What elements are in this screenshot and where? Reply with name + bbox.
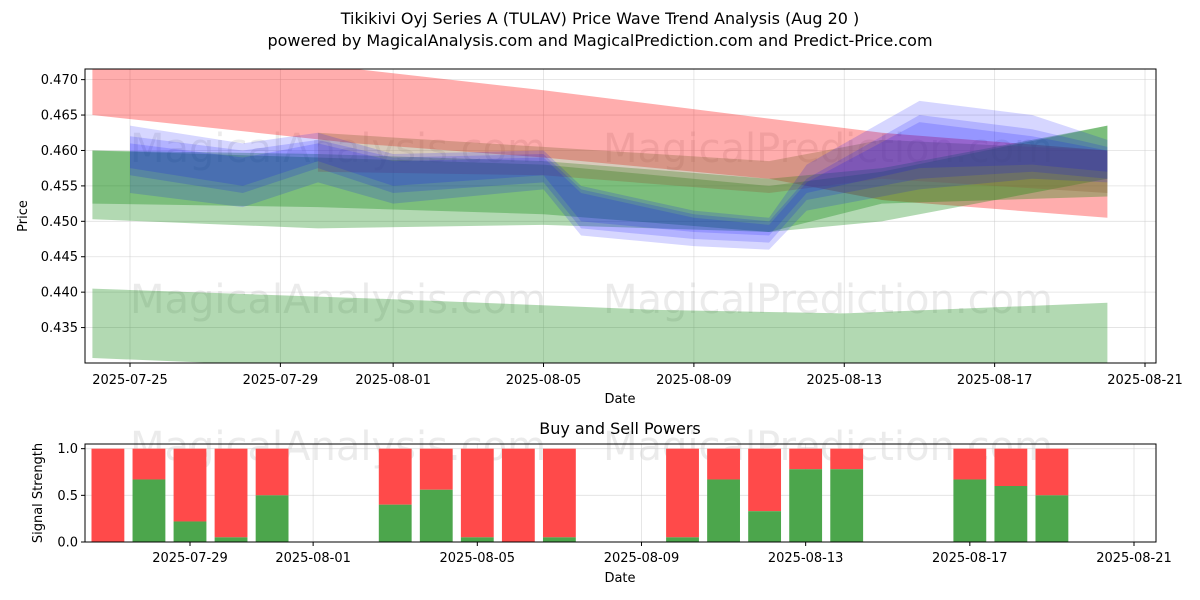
x-tick-label: 2025-07-29 — [243, 373, 319, 388]
sell-power-bar — [707, 448, 740, 480]
sell-power-bar — [748, 448, 782, 512]
signal-axes-frame — [84, 443, 1157, 543]
x-tick-label: 2025-07-25 — [92, 373, 168, 388]
y-tick-label: 0.460 — [41, 144, 78, 159]
y-tick-label: 1.0 — [57, 442, 78, 457]
signal-chart-title: Buy and Sell Powers — [539, 419, 701, 438]
buy-power-bar — [953, 479, 987, 542]
watermarks: MagicalAnalysis.com MagicalPrediction.com… — [130, 126, 1053, 470]
y-axis-label: Price — [16, 200, 31, 232]
x-tick-label: 2025-08-05 — [440, 551, 516, 566]
sell-power-bar — [378, 448, 412, 505]
y-axis-label: Signal Strength — [31, 443, 46, 543]
buy-power-bar — [830, 469, 864, 542]
y-tick-label: 0.5 — [57, 489, 78, 504]
x-tick-label: 2025-08-17 — [932, 551, 1008, 566]
blue-price-band — [130, 100, 1108, 250]
y-tick-label: 0.440 — [41, 286, 78, 301]
x-tick-label: 2025-08-21 — [1096, 551, 1172, 566]
y-tick-label: 0.465 — [41, 109, 78, 124]
chart-subtitle: powered by MagicalAnalysis.com and Magic… — [267, 31, 933, 50]
sell-power-bar — [419, 448, 453, 490]
y-tick-label: 0.0 — [57, 536, 78, 551]
watermark-text: MagicalPrediction.com — [603, 126, 1053, 172]
green-price-band — [92, 288, 1108, 363]
x-tick-label: 2025-08-05 — [506, 373, 582, 388]
buy-power-bar — [789, 469, 823, 542]
sell-power-bar — [1035, 448, 1069, 496]
price-axes-frame — [84, 68, 1157, 364]
sell-power-bar — [666, 448, 699, 538]
buy-power-bar — [132, 479, 166, 542]
x-tick-label: 2025-08-21 — [1107, 373, 1183, 388]
buy-power-bar — [214, 537, 248, 542]
x-axis-label: Date — [604, 571, 635, 586]
sell-power-bar — [830, 448, 864, 470]
sell-power-bar — [542, 448, 576, 538]
watermark-text: MagicalPrediction.com — [603, 277, 1053, 323]
x-tick-label: 2025-08-17 — [957, 373, 1033, 388]
sell-power-bar — [994, 448, 1028, 486]
signal-bars — [91, 448, 1069, 542]
red-price-band — [92, 69, 1108, 218]
buy-power-bar — [255, 495, 289, 542]
buy-power-bar — [378, 504, 412, 542]
green-price-band — [92, 125, 1108, 232]
buy-power-bar — [542, 537, 576, 542]
watermark-text: MagicalAnalysis.com — [130, 126, 546, 172]
y-tick-label: 0.445 — [41, 250, 78, 265]
buy-power-bar — [419, 489, 453, 542]
y-tick-label: 0.470 — [41, 73, 78, 88]
x-axis-label: Date — [604, 392, 635, 407]
sell-power-bar — [953, 448, 987, 480]
watermark-text: MagicalAnalysis.com — [130, 277, 546, 323]
price-grid — [85, 69, 1156, 363]
buy-power-bar — [666, 537, 699, 542]
sell-power-bar — [460, 448, 494, 538]
buy-power-bar — [994, 486, 1028, 542]
price-bands — [92, 69, 1108, 363]
brown-price-band — [317, 132, 1108, 193]
sell-power-bar — [501, 448, 535, 542]
buy-power-bar — [460, 537, 494, 542]
sell-power-bar — [91, 448, 125, 542]
x-tick-label: 2025-08-13 — [806, 373, 882, 388]
chart-title: Tikikivi Oyj Series A (TULAV) Price Wave… — [340, 9, 860, 28]
sell-power-bar — [173, 448, 207, 522]
blue-price-band — [130, 115, 1108, 243]
buy-power-bar — [173, 521, 207, 542]
y-tick-label: 0.455 — [41, 179, 78, 194]
x-tick-label: 2025-07-29 — [152, 551, 228, 566]
green-price-band — [92, 125, 1108, 232]
buy-power-bar — [748, 511, 782, 542]
sell-power-bar — [132, 448, 166, 480]
x-tick-label: 2025-08-09 — [656, 373, 732, 388]
x-tick-label: 2025-08-01 — [275, 551, 351, 566]
buy-power-bar — [1035, 495, 1069, 542]
buy-power-bar — [707, 479, 740, 542]
x-tick-label: 2025-08-13 — [768, 551, 844, 566]
sell-power-bar — [214, 448, 248, 538]
x-tick-label: 2025-08-09 — [604, 551, 680, 566]
sell-power-bar — [255, 448, 289, 496]
y-tick-label: 0.450 — [41, 215, 78, 230]
blue-price-band — [130, 122, 1108, 236]
y-tick-label: 0.435 — [41, 321, 78, 336]
x-tick-label: 2025-08-01 — [355, 373, 431, 388]
sell-power-bar — [789, 448, 823, 470]
